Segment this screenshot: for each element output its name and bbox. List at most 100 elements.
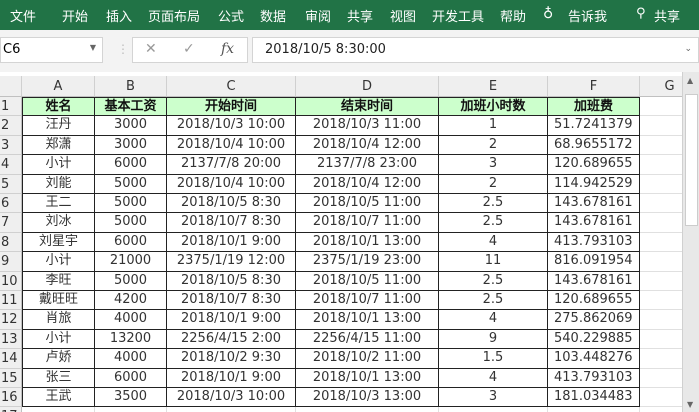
ribbon-tab[interactable]: 审阅 xyxy=(305,10,332,25)
column-title-cell[interactable]: 加班小时数 xyxy=(439,97,548,117)
table-cell[interactable]: 2 xyxy=(439,174,548,194)
formula-input[interactable]: 2018/10/5 8:30:00 ⌄ xyxy=(252,37,699,63)
empty-cell[interactable] xyxy=(640,310,682,330)
empty-cell[interactable] xyxy=(640,97,682,117)
table-cell[interactable]: 2018/10/5 11:00 xyxy=(296,271,439,291)
ribbon-tab[interactable]: 开发工具 xyxy=(432,10,485,25)
table-cell[interactable]: 4000 xyxy=(95,310,167,330)
empty-cell[interactable] xyxy=(640,194,682,214)
table-cell[interactable]: 4000 xyxy=(95,349,167,369)
table-cell[interactable]: 6000 xyxy=(95,232,167,253)
ribbon-tab[interactable]: 页面布局 xyxy=(148,10,201,25)
table-cell[interactable]: 2018/10/2 9:30 xyxy=(167,349,296,369)
scrollbar-thumb[interactable] xyxy=(685,94,698,226)
table-cell[interactable]: 小计 xyxy=(22,329,95,350)
row-header[interactable]: 17 xyxy=(0,407,22,412)
table-cell[interactable]: 143.678161 xyxy=(548,213,640,233)
row-header[interactable]: 9 xyxy=(0,252,22,272)
column-header-F[interactable]: F xyxy=(548,76,640,97)
table-cell[interactable]: 143.678161 xyxy=(548,271,640,291)
column-header-B[interactable]: B xyxy=(95,76,167,97)
row-header[interactable]: 12 xyxy=(0,310,22,330)
table-cell[interactable]: 5000 xyxy=(95,174,167,194)
table-cell[interactable]: 4 xyxy=(439,232,548,253)
table-cell[interactable]: 2256/4/15 2:00 xyxy=(167,329,296,350)
row-header[interactable]: 4 xyxy=(0,155,22,175)
table-cell[interactable]: 13200 xyxy=(95,329,167,350)
table-cell[interactable]: 2137/7/8 23:00 xyxy=(296,155,439,175)
table-cell[interactable]: 2018/10/3 10:00 xyxy=(167,116,296,136)
table-cell[interactable]: 2018/10/5 8:30 xyxy=(167,194,296,214)
row-header[interactable]: 6 xyxy=(0,194,22,214)
empty-cell[interactable] xyxy=(640,116,682,136)
table-cell[interactable]: 4 xyxy=(439,368,548,388)
table-cell[interactable]: 68.9655172 xyxy=(548,135,640,156)
table-cell[interactable]: 11 xyxy=(439,252,548,272)
table-cell[interactable]: 2018/10/7 11:00 xyxy=(296,291,439,311)
table-cell[interactable]: 413.793103 xyxy=(548,232,640,253)
empty-cell[interactable] xyxy=(640,175,682,194)
empty-cell[interactable] xyxy=(640,252,682,272)
row-header[interactable]: 3 xyxy=(0,135,22,156)
table-cell[interactable]: 2018/10/5 11:00 xyxy=(296,194,439,214)
table-cell[interactable]: 2256/4/15 11:00 xyxy=(296,329,439,350)
ribbon-tab[interactable]: 视图 xyxy=(390,10,417,25)
table-cell[interactable]: 小计 xyxy=(22,155,95,175)
empty-cell[interactable] xyxy=(640,291,682,311)
table-cell[interactable]: 卢娇 xyxy=(22,349,95,369)
table-cell[interactable]: 2.5 xyxy=(439,271,548,291)
table-cell[interactable]: 2018/10/3 11:00 xyxy=(296,116,439,136)
share-button[interactable]: 共享 xyxy=(654,10,681,25)
table-cell[interactable]: 5000 xyxy=(95,271,167,291)
table-cell[interactable]: 51.7241379 xyxy=(548,116,640,136)
table-cell[interactable]: 5000 xyxy=(95,194,167,214)
row-header[interactable]: 7 xyxy=(0,213,22,233)
person-icon[interactable]: ⚲ xyxy=(636,6,646,21)
empty-cell[interactable] xyxy=(640,349,682,369)
chevron-down-icon[interactable]: ▼ xyxy=(89,43,96,52)
table-cell[interactable]: 2018/10/4 12:00 xyxy=(296,135,439,156)
spreadsheet-grid[interactable]: A B C D E F G 1 姓名 基本工资 开始时间 结束时间 加班小时数 加班费 2 汪丹 3000 201… xyxy=(0,76,682,412)
name-box[interactable]: C6 ▼ xyxy=(0,37,103,63)
table-cell[interactable]: 2018/10/7 11:00 xyxy=(296,213,439,233)
table-cell[interactable]: 21000 xyxy=(95,252,167,272)
empty-cell[interactable] xyxy=(640,155,682,175)
table-cell[interactable]: 3000 xyxy=(95,135,167,156)
column-header-E[interactable]: E xyxy=(439,76,548,97)
table-cell[interactable]: 2018/10/3 10:00 xyxy=(167,388,296,408)
column-title-cell[interactable]: 开始时间 xyxy=(167,97,296,117)
table-cell[interactable]: 2.5 xyxy=(439,194,548,214)
table-cell[interactable]: 2018/10/1 13:00 xyxy=(296,368,439,388)
table-cell[interactable]: 4200 xyxy=(95,291,167,311)
row-header[interactable]: 8 xyxy=(0,232,22,253)
table-cell[interactable]: 5000 xyxy=(95,213,167,233)
table-cell[interactable]: 816.091954 xyxy=(548,252,640,272)
table-cell[interactable]: 2.5 xyxy=(439,291,548,311)
empty-cell[interactable] xyxy=(167,407,296,412)
table-cell[interactable]: 1.5 xyxy=(439,349,548,369)
empty-cell[interactable] xyxy=(640,272,682,291)
table-cell[interactable]: 郑潇 xyxy=(22,135,95,156)
table-cell[interactable]: 2018/10/3 13:00 xyxy=(296,388,439,408)
table-cell[interactable]: 2018/10/1 9:00 xyxy=(167,232,296,253)
row-header[interactable]: 11 xyxy=(0,291,22,311)
table-cell[interactable]: 3500 xyxy=(95,388,167,408)
table-cell[interactable]: 540.229885 xyxy=(548,329,640,350)
cancel-icon[interactable]: ✕ xyxy=(145,41,157,57)
table-cell[interactable]: 刘能 xyxy=(22,174,95,194)
column-header-D[interactable]: D xyxy=(296,76,439,97)
table-cell[interactable]: 2018/10/1 9:00 xyxy=(167,310,296,330)
empty-cell[interactable] xyxy=(640,407,682,412)
table-cell[interactable]: 2018/10/4 10:00 xyxy=(167,135,296,156)
table-cell[interactable]: 2375/1/19 12:00 xyxy=(167,252,296,272)
table-cell[interactable]: 2137/7/8 20:00 xyxy=(167,155,296,175)
table-cell[interactable]: 2018/10/4 10:00 xyxy=(167,174,296,194)
table-cell[interactable]: 275.862069 xyxy=(548,310,640,330)
table-cell[interactable]: 2018/10/1 13:00 xyxy=(296,310,439,330)
empty-cell[interactable] xyxy=(640,213,682,233)
scroll-down-icon[interactable]: ▼ xyxy=(687,400,694,409)
vertical-scrollbar[interactable]: ▲ ▼ xyxy=(682,72,699,412)
column-title-cell[interactable]: 加班费 xyxy=(548,97,640,117)
drag-handle-icon[interactable]: ⋮ xyxy=(117,42,129,56)
enter-icon[interactable]: ✓ xyxy=(183,41,195,57)
